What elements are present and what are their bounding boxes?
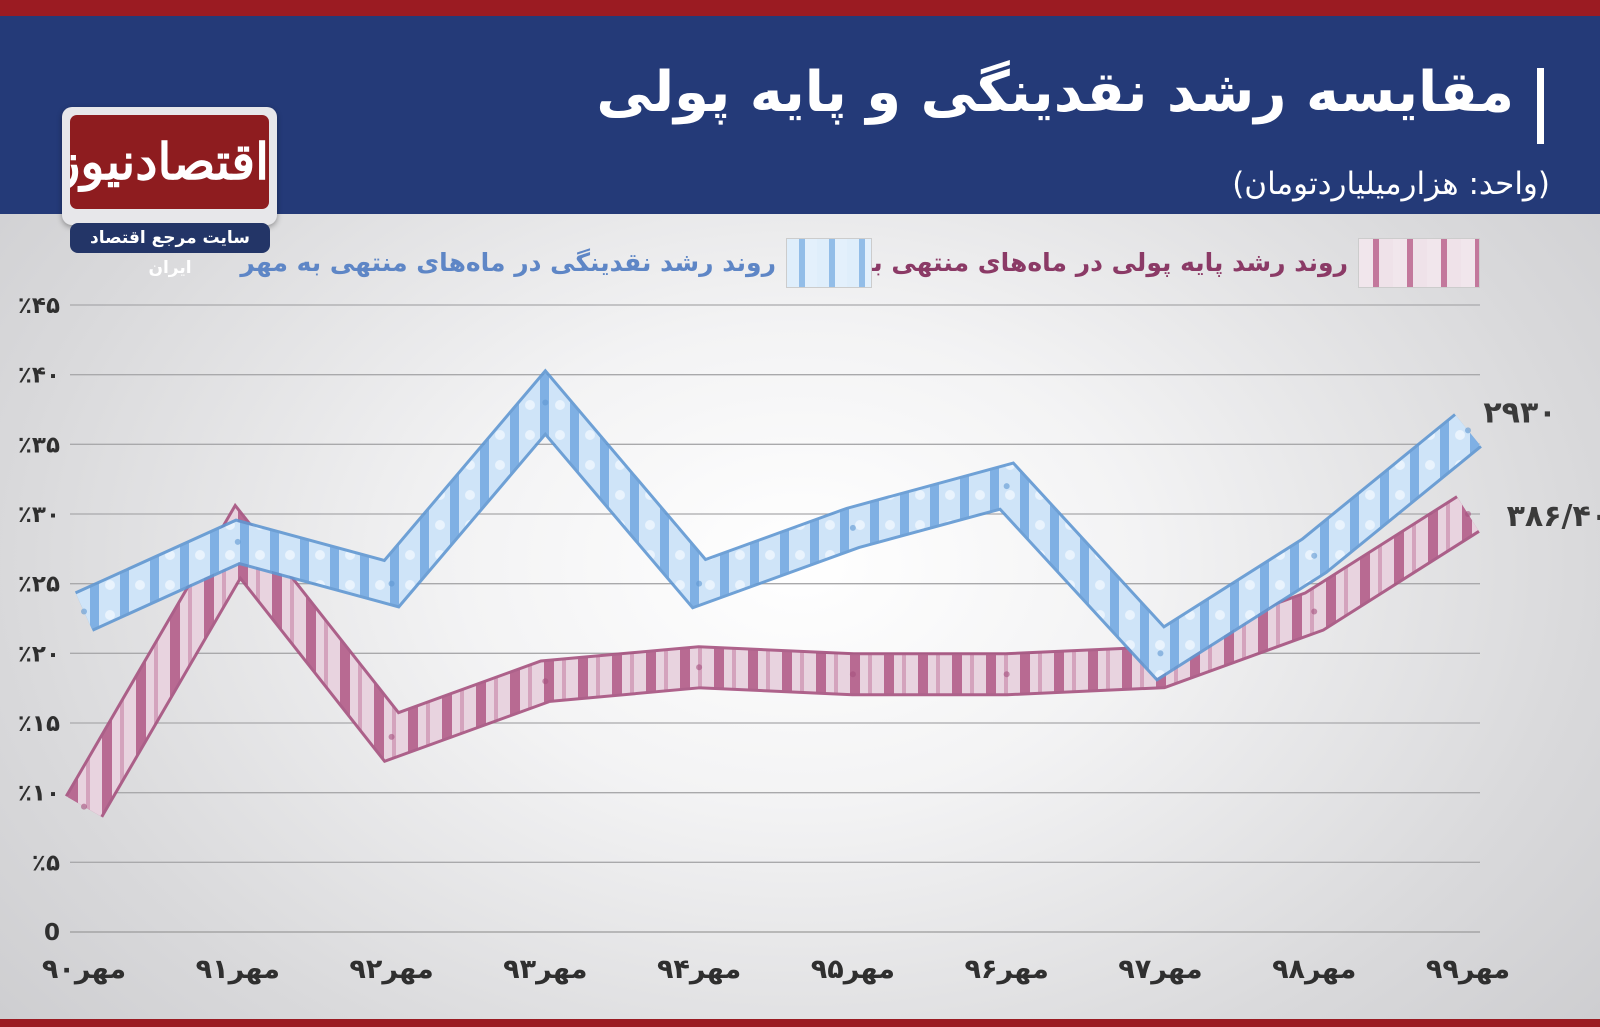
- data-point-monetary-base: [849, 671, 856, 678]
- x-tick-label: مهر۹۳: [503, 954, 587, 985]
- data-point-liquidity: [1003, 483, 1010, 490]
- y-tick-label: ٪۲۵: [18, 572, 60, 598]
- data-point-monetary-base: [1003, 671, 1010, 678]
- data-point-liquidity: [1157, 650, 1164, 657]
- x-tick-label: مهر۹۴: [657, 954, 741, 985]
- top-stripe: [0, 0, 1600, 16]
- logo-tagline: سایت مرجع اقتصاد ایران: [70, 223, 270, 278]
- bottom-stripe: [0, 1019, 1600, 1027]
- data-point-monetary-base: [542, 678, 549, 685]
- y-tick-label: ٪۲۰: [18, 641, 60, 667]
- banknote-swatch-icon: [1358, 238, 1480, 288]
- legend-item-monetary-base: روند رشد پایه پولی در ماه‌های منتهی به م…: [802, 238, 1480, 290]
- x-tick-label: مهر۹۰: [42, 954, 126, 985]
- data-point-liquidity: [388, 580, 395, 587]
- data-point-monetary-base: [1465, 511, 1471, 517]
- data-point-liquidity: [81, 608, 87, 615]
- y-tick-label: ٪۴۰: [18, 363, 60, 389]
- x-tick-label: مهر۹۷: [1118, 954, 1202, 985]
- series-line-monetary-base: [67, 497, 1479, 817]
- x-tick-label: مهر۹۹: [1426, 954, 1510, 985]
- data-point-monetary-base: [1311, 608, 1318, 615]
- unit-label: (واحد: هزارمیلیاردتومان): [1232, 166, 1550, 202]
- legend-item-liquidity: روند رشد نقدینگی در ماه‌های منتهی به مهر: [240, 238, 872, 290]
- y-tick-label: ٪۳۵: [18, 432, 60, 458]
- x-tick-label: مهر۹۱: [196, 954, 280, 985]
- data-point-liquidity: [542, 399, 549, 406]
- logo: اقتصادنیوز: [62, 107, 277, 225]
- logo-wordmark: اقتصادنیوز: [70, 115, 269, 209]
- data-point-liquidity: [234, 538, 241, 545]
- data-point-monetary-base: [81, 803, 87, 810]
- title-accent-bar: [1537, 68, 1544, 144]
- y-tick-label: ٪۳۰: [18, 502, 60, 528]
- y-tick-label: ٪۴۵: [18, 293, 60, 319]
- x-tick-label: مهر۹۶: [965, 954, 1049, 985]
- x-tick-label: مهر۹۸: [1272, 954, 1356, 985]
- legend-label-monetary-base: روند رشد پایه پولی در ماه‌های منتهی به م…: [801, 248, 1348, 277]
- data-point-monetary-base: [388, 733, 395, 740]
- data-point-liquidity: [1465, 427, 1471, 434]
- chart-title: مقایسه رشد نقدینگی و پایه پولی: [596, 60, 1514, 125]
- y-tick-label: ٪۵: [32, 850, 60, 876]
- end-label-liquidity: ۲۹۳۰: [1483, 395, 1556, 430]
- legend-label-liquidity: روند رشد نقدینگی در ماه‌های منتهی به مهر: [240, 248, 776, 277]
- data-point-monetary-base: [696, 664, 703, 671]
- data-point-liquidity: [1311, 552, 1318, 559]
- end-label-monetary-base: ۳۸۶/۴۰۰: [1507, 499, 1600, 534]
- y-tick-label: ٪۱۰: [18, 781, 60, 807]
- series-line-liquidity: [76, 373, 1481, 678]
- data-point-liquidity: [849, 524, 856, 531]
- x-tick-label: مهر۹۲: [349, 954, 433, 985]
- y-tick-label: ٪۱۵: [18, 711, 60, 737]
- data-point-liquidity: [696, 580, 703, 587]
- x-tick-label: مهر۹۵: [811, 954, 895, 985]
- y-tick-label: 0: [44, 920, 60, 946]
- cheque-swatch-icon: [786, 238, 872, 288]
